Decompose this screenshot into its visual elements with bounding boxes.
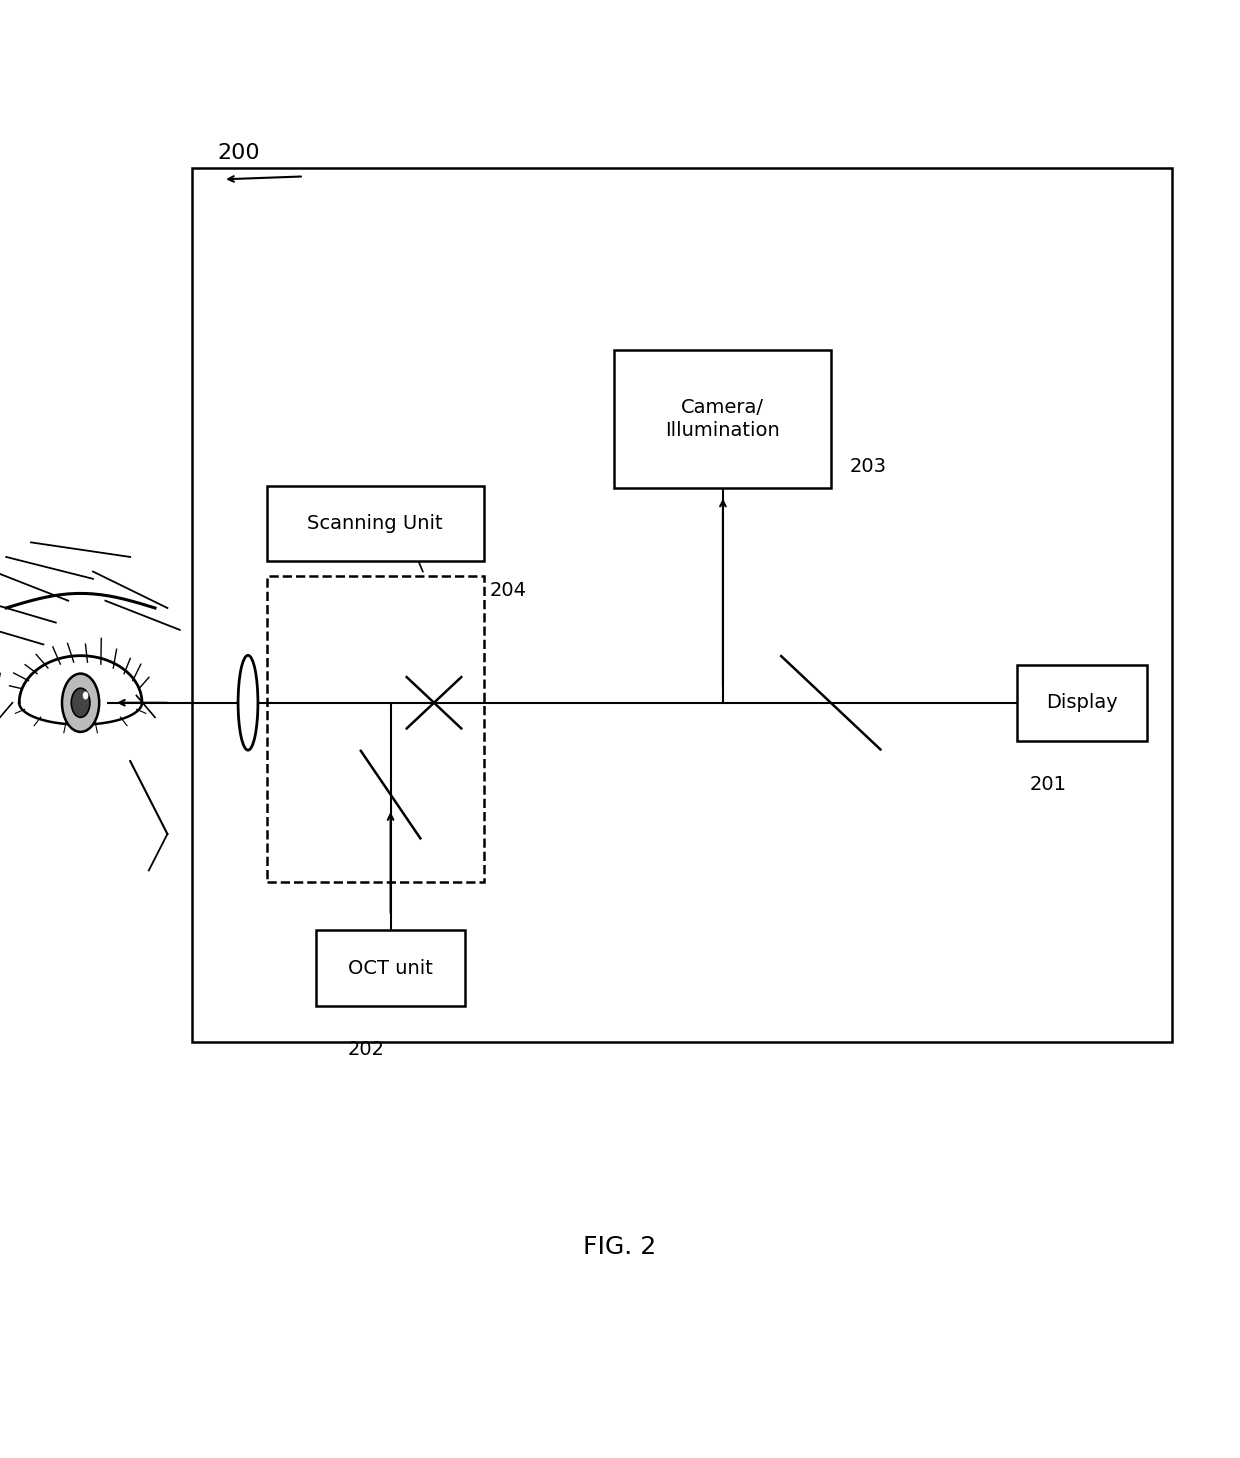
Text: 201: 201 <box>1029 774 1066 795</box>
Text: 202: 202 <box>347 1040 384 1060</box>
Text: Display: Display <box>1047 693 1117 713</box>
Text: 203: 203 <box>849 456 887 477</box>
Ellipse shape <box>83 693 88 700</box>
Ellipse shape <box>238 656 258 749</box>
Text: OCT unit: OCT unit <box>348 958 433 978</box>
Bar <box>267 486 484 561</box>
Text: 200: 200 <box>217 143 259 163</box>
Bar <box>267 576 484 882</box>
Text: Camera/
Illumination: Camera/ Illumination <box>665 398 780 440</box>
Bar <box>1017 665 1147 741</box>
Text: Scanning Unit: Scanning Unit <box>308 513 443 534</box>
Text: FIG. 2: FIG. 2 <box>583 1235 657 1258</box>
Bar <box>316 930 465 1006</box>
Text: 204: 204 <box>490 580 527 601</box>
Bar <box>614 350 831 488</box>
Ellipse shape <box>62 674 99 732</box>
Bar <box>192 168 1172 1042</box>
Ellipse shape <box>72 688 91 717</box>
